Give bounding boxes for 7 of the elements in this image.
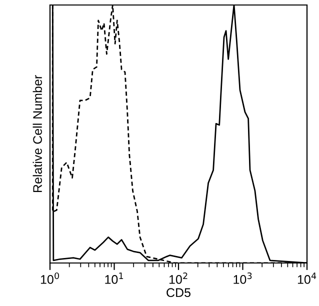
x-tick-label: 10$^{4}$: [298, 272, 316, 284]
x-tick-label: 10$^{3}$: [234, 272, 252, 284]
x-axis-title: CD5: [166, 288, 190, 298]
x-tick-label: 10$^{1}$: [105, 272, 124, 284]
y-axis-title: Relative Cell Number: [32, 75, 42, 192]
x-tick-label: 10$^{0}$: [40, 272, 60, 284]
x-tick-label: 10$^{2}$: [169, 272, 188, 284]
